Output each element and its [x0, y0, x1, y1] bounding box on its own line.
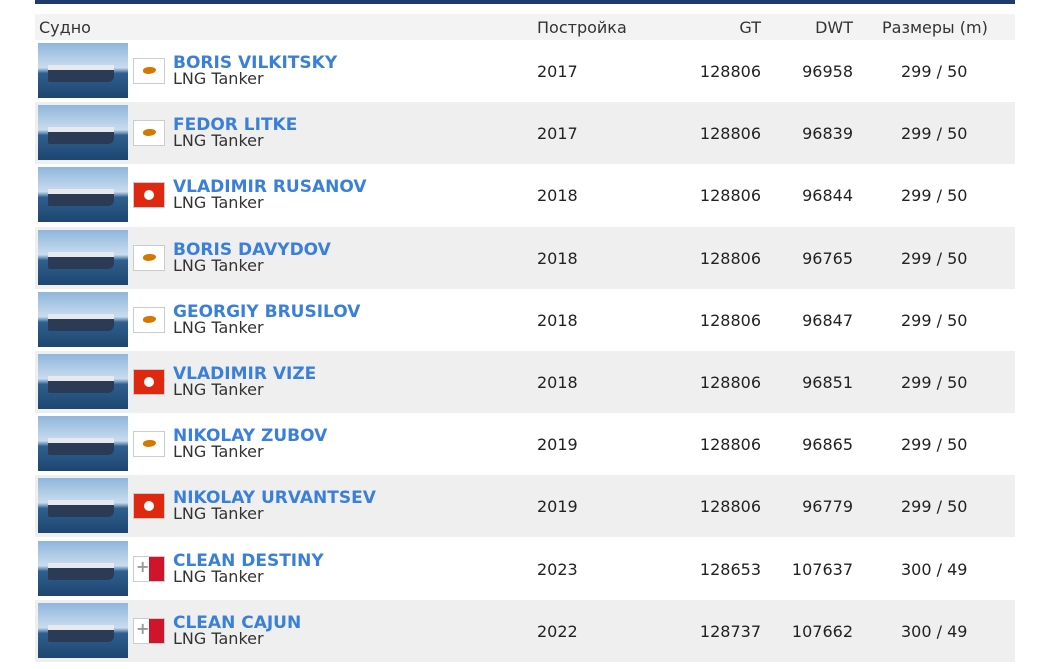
deadweight: 96765 — [802, 248, 853, 268]
dimensions: 299 / 50 — [901, 310, 968, 330]
year-built: 2019 — [537, 497, 578, 517]
ship-photo[interactable] — [38, 354, 128, 409]
ship-name-link[interactable]: GEORGIY BRUSILOV — [173, 301, 361, 322]
ship-photo[interactable] — [38, 229, 128, 285]
top-bar — [35, 0, 1015, 4]
ship-name-link[interactable]: NIKOLAY ZUBOV — [173, 426, 328, 447]
ship-row[interactable]: NIKOLAY URVANTSEV LNG Tanker 2019 128806 967… — [35, 475, 1015, 538]
dimensions: 299 / 50 — [901, 248, 968, 268]
dimensions: 300 / 49 — [901, 621, 968, 641]
year-built: 2019 — [537, 435, 578, 455]
ship-photo[interactable] — [38, 105, 128, 161]
ship-type: LNG Tanker — [173, 442, 264, 462]
gross-tonnage: 128806 — [699, 186, 761, 206]
flag-icon — [133, 617, 165, 644]
year-built: 2023 — [537, 559, 578, 579]
dimensions: 299 / 50 — [901, 497, 968, 517]
gross-tonnage: 128806 — [699, 310, 761, 330]
ship-row[interactable]: BORIS VILKITSKY LNG Tanker 2017 128806 96958… — [35, 40, 1015, 102]
gross-tonnage: 128806 — [699, 62, 761, 81]
ship-name-link[interactable]: FEDOR LITKE — [173, 115, 298, 136]
ship-row[interactable]: GEORGIY BRUSILOV LNG Tanker 2018 128806 9684… — [35, 288, 1015, 351]
header-cell[interactable]: GT — [739, 18, 761, 37]
flag-icon — [133, 555, 165, 582]
ship-photo[interactable] — [38, 602, 128, 658]
year-built: 2018 — [537, 186, 578, 206]
ship-photo[interactable] — [38, 291, 128, 347]
header-cell[interactable]: Размеры (m) — [882, 18, 988, 37]
header-cell[interactable]: DWT — [815, 18, 853, 37]
dimensions: 299 / 50 — [901, 186, 968, 206]
dimensions: 299 / 50 — [901, 373, 968, 392]
flag-icon — [133, 58, 165, 84]
ship-type: LNG Tanker — [173, 380, 264, 399]
flag-icon — [133, 431, 165, 458]
ship-name-link[interactable]: CLEAN CAJUN — [173, 612, 302, 633]
ship-name-link[interactable]: VLADIMIR RUSANOV — [173, 177, 367, 198]
year-built: 2018 — [537, 248, 578, 268]
gross-tonnage: 128806 — [699, 435, 761, 455]
deadweight: 96958 — [802, 62, 853, 81]
ship-row[interactable]: VLADIMIR RUSANOV LNG Tanker 2018 128806 9684… — [35, 164, 1015, 227]
year-built: 2017 — [537, 62, 578, 81]
deadweight: 96839 — [802, 124, 853, 144]
ship-row[interactable]: BORIS DAVYDOV LNG Tanker 2018 128806 96765 29… — [35, 226, 1015, 289]
ship-photo[interactable] — [38, 167, 128, 223]
deadweight: 96844 — [802, 186, 853, 206]
deadweight: 96847 — [802, 310, 853, 330]
ship-name-link[interactable]: BORIS DAVYDOV — [173, 239, 331, 260]
ship-type: LNG Tanker — [173, 193, 264, 213]
header-cell[interactable]: Постройка — [537, 18, 627, 37]
ship-photo[interactable] — [38, 43, 128, 98]
deadweight: 96779 — [802, 497, 853, 517]
flag-icon — [133, 306, 165, 333]
ship-row[interactable]: FEDOR LITKE LNG Tanker 2017 128806 96839 299 … — [35, 102, 1015, 165]
flag-icon — [133, 493, 165, 520]
dimensions: 299 / 50 — [901, 435, 968, 455]
ship-type: LNG Tanker — [173, 131, 264, 151]
ship-row[interactable]: NIKOLAY ZUBOV LNG Tanker 2019 128806 96865 29… — [35, 413, 1015, 476]
gross-tonnage: 128653 — [699, 559, 761, 579]
deadweight: 96865 — [802, 435, 853, 455]
dimensions: 299 / 50 — [901, 62, 968, 81]
deadweight: 107637 — [791, 559, 853, 579]
dimensions: 299 / 50 — [901, 124, 968, 144]
ship-type: LNG Tanker — [173, 69, 264, 88]
header-cell[interactable]: Судно — [39, 18, 91, 37]
ship-type: LNG Tanker — [173, 317, 264, 337]
year-built: 2018 — [537, 310, 578, 330]
flag-icon — [133, 120, 165, 147]
ship-type: LNG Tanker — [173, 504, 264, 524]
ship-type: LNG Tanker — [173, 566, 264, 586]
year-built: 2018 — [537, 373, 578, 392]
gross-tonnage: 128806 — [699, 124, 761, 144]
year-built: 2022 — [537, 621, 578, 641]
flag-icon — [133, 369, 165, 395]
gross-tonnage: 128806 — [699, 373, 761, 392]
gross-tonnage: 128806 — [699, 497, 761, 517]
ship-name-link[interactable]: NIKOLAY URVANTSEV — [173, 488, 376, 509]
ship-photo[interactable] — [38, 540, 128, 596]
gross-tonnage: 128806 — [699, 248, 761, 268]
table-header: Судно Постройка GT DWT Размеры (m) — [35, 14, 1015, 40]
deadweight: 96851 — [802, 373, 853, 392]
ship-row[interactable]: VLADIMIR VIZE LNG Tanker 2018 128806 96851 29… — [35, 351, 1015, 413]
ship-name-link[interactable]: BORIS VILKITSKY — [173, 53, 338, 73]
ship-name-link[interactable]: VLADIMIR VIZE — [173, 364, 317, 384]
ship-type: LNG Tanker — [173, 255, 264, 275]
dimensions: 300 / 49 — [901, 559, 968, 579]
flag-icon — [133, 244, 165, 271]
ship-type: LNG Tanker — [173, 628, 264, 648]
year-built: 2017 — [537, 124, 578, 144]
flag-icon — [133, 182, 165, 209]
ship-photo[interactable] — [38, 478, 128, 534]
deadweight: 107662 — [791, 621, 853, 641]
gross-tonnage: 128737 — [699, 621, 761, 641]
ship-photo[interactable] — [38, 416, 128, 472]
ship-name-link[interactable]: CLEAN DESTINY — [173, 550, 324, 571]
